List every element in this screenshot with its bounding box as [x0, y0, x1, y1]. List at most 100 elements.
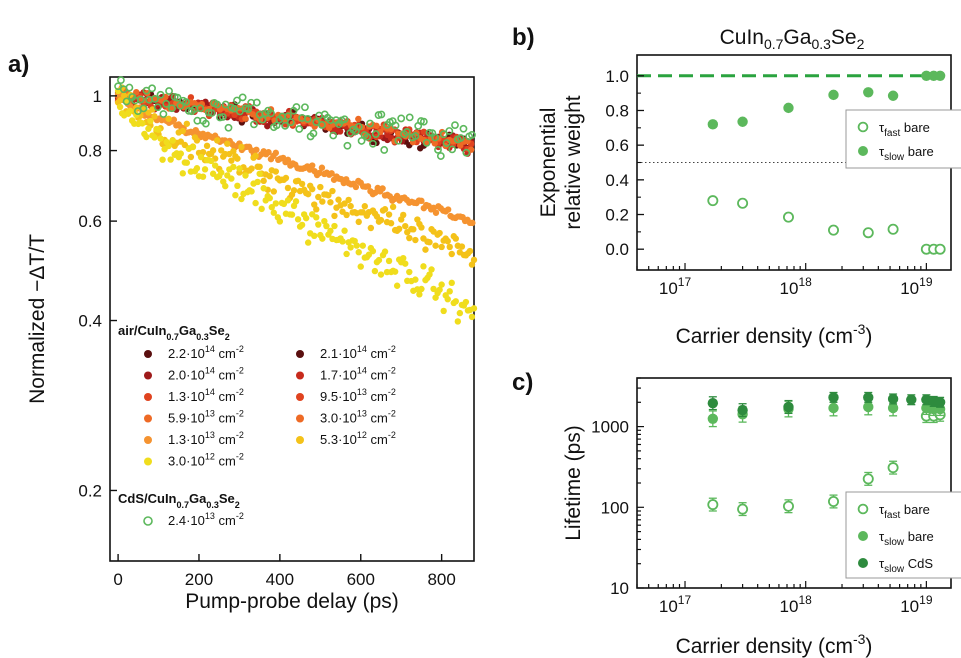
- data-point: [266, 173, 273, 180]
- data-point: [454, 318, 462, 325]
- data-point: [258, 115, 267, 124]
- chart-b-title: CuIn0.7Ga0.3Se2: [720, 26, 865, 52]
- data-point: [267, 109, 275, 118]
- data-point: [304, 190, 312, 198]
- legend-marker: [144, 414, 152, 423]
- data-point: [318, 164, 326, 171]
- data-point: [327, 199, 334, 206]
- data-point: [373, 213, 381, 220]
- data-point: [420, 128, 428, 135]
- data-point: [422, 138, 431, 147]
- data-point: [387, 220, 395, 227]
- legend-entry: 2.4·1013 cm-2: [168, 511, 244, 528]
- data-point: [331, 222, 338, 230]
- data-point: [169, 137, 176, 144]
- x-tick-label: 600: [347, 570, 375, 589]
- data-point: [428, 266, 435, 273]
- data-point: [389, 203, 397, 211]
- data-point: [114, 82, 122, 91]
- data-point: [264, 122, 271, 130]
- data-point: [282, 174, 290, 182]
- chart-a-decay-curves: 0 200 400 600 800 0.2 0.4 0.6 0.8 1 Pump-probe del…: [26, 76, 478, 613]
- data-point: [357, 137, 366, 145]
- data-point: [462, 148, 471, 157]
- data-point: [371, 130, 380, 138]
- data-point: [125, 83, 134, 92]
- data-point: [252, 199, 259, 207]
- data-point: [440, 307, 447, 315]
- data-point: [347, 244, 354, 251]
- data-point: [272, 121, 281, 130]
- data-point: [183, 159, 191, 166]
- legend-entry: 2.2·1014 cm-2: [168, 344, 244, 361]
- data-point: [266, 194, 273, 202]
- data-point: [327, 227, 334, 235]
- data-point: [863, 87, 874, 98]
- data-point: [863, 401, 874, 413]
- x-tick-label: 1019: [900, 275, 933, 298]
- data-point: [260, 185, 267, 192]
- legend: τfast bare τslow bare: [845, 109, 961, 169]
- data-point: [232, 191, 239, 199]
- data-point: [159, 156, 166, 163]
- data-point: [256, 163, 263, 170]
- y-tick-label: 0.0: [605, 240, 629, 259]
- data-point: [373, 122, 380, 130]
- data-point: [151, 113, 158, 120]
- legend-group-title: CdS/CuIn0.7Ga0.3Se2: [118, 491, 240, 510]
- data-point: [339, 238, 346, 245]
- data-point: [352, 183, 360, 191]
- data-point: [385, 257, 393, 265]
- data-point: [294, 216, 302, 223]
- legend-entry: τslow bare: [879, 529, 934, 548]
- data-point: [887, 462, 899, 474]
- data-point: [309, 162, 316, 169]
- x-tick-label: 200: [185, 570, 213, 589]
- data-point: [153, 103, 162, 112]
- data-point: [412, 236, 419, 244]
- data-point: [367, 224, 375, 232]
- data-point: [402, 260, 409, 267]
- legend-entry: τslow CdS: [879, 556, 933, 575]
- data-point: [707, 413, 719, 424]
- data-point: [416, 291, 423, 298]
- data-point: [862, 473, 874, 485]
- data-point: [145, 125, 152, 132]
- data-point: [444, 295, 451, 303]
- legend-entry: 1.7·1014 cm-2: [320, 366, 396, 383]
- data-point: [147, 117, 154, 125]
- data-point: [253, 146, 260, 153]
- x-axis-label: Carrier density (cm-3): [676, 321, 873, 348]
- data-point: [179, 127, 186, 135]
- data-point: [290, 187, 298, 194]
- data-point: [250, 120, 258, 129]
- legend-marker: [296, 371, 304, 380]
- x-tick-label: 1017: [659, 593, 692, 616]
- panel-c-label: c): [512, 369, 533, 396]
- series-yellow2: [114, 87, 478, 325]
- y-tick-label: 1: [93, 87, 102, 106]
- data-points: [114, 76, 478, 325]
- data-point: [187, 153, 195, 161]
- data-point: [313, 214, 320, 221]
- data-point: [425, 128, 434, 137]
- y-tick-label: 100: [601, 498, 629, 517]
- data-point: [470, 256, 478, 264]
- data-point: [379, 185, 386, 192]
- data-point: [452, 298, 459, 305]
- data-point: [406, 234, 413, 242]
- data-point: [335, 196, 342, 203]
- data-point: [364, 183, 372, 190]
- data-point: [345, 196, 352, 204]
- data-point: [444, 206, 452, 213]
- series-green: [114, 76, 476, 160]
- data-point: [321, 217, 328, 225]
- x-axis-label: Pump-probe delay (ps): [185, 590, 399, 613]
- y-axis-label: relative weight: [562, 95, 585, 229]
- data-point: [887, 223, 899, 235]
- legend-entry: 5.3·1012 cm-2: [320, 430, 396, 447]
- data-point: [391, 268, 399, 275]
- data-point: [400, 254, 407, 262]
- data-point: [260, 177, 267, 185]
- data-point: [284, 184, 292, 192]
